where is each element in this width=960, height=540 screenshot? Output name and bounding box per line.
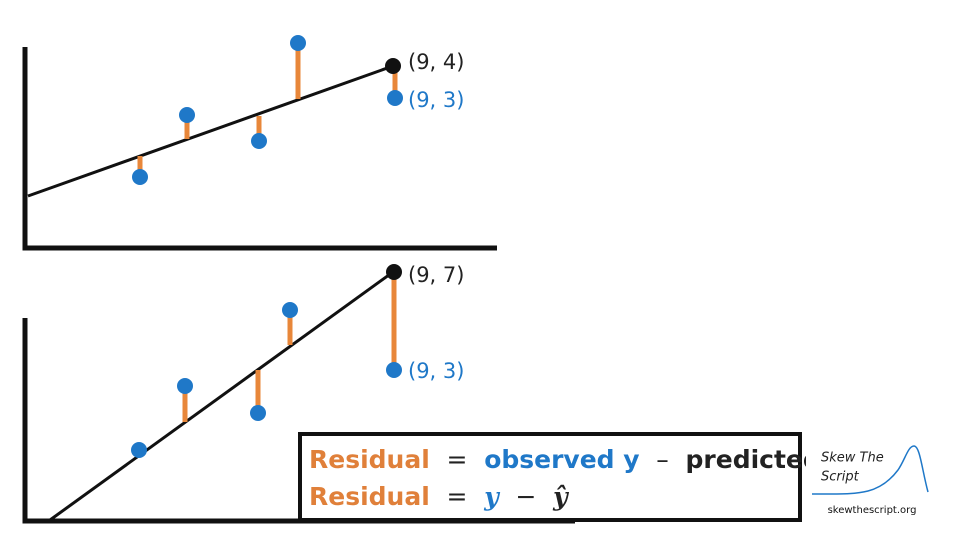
predicted-point [386,264,402,280]
point [250,405,266,421]
equals: = [447,445,468,474]
logo-text: Script [821,470,860,485]
predicted: ŷ [552,482,569,511]
predicted-point [385,58,401,74]
observed: observed y [484,445,639,474]
predicted-label: (9, 7) [408,263,464,287]
point [132,169,148,185]
regression-line [49,270,394,522]
term: Residual [309,445,430,474]
top-plot: (9, 4) (9, 3) [22,35,497,251]
formula-line: Residual = observed y – predicted y [309,445,846,474]
logo-box [806,434,954,520]
logo-url: skewthescript.org [828,505,917,516]
point [179,107,195,123]
point [131,442,147,458]
observed-label: (9, 3) [408,88,464,112]
logo-text: Skew The [821,451,884,466]
formula-line: Residual = y − ŷ [309,482,569,512]
predicted-label: (9, 4) [408,50,464,74]
regression-line [27,64,394,198]
minus: − [515,482,536,511]
point [386,362,402,378]
axes [22,47,497,251]
term: Residual [309,482,430,511]
formula-box [298,432,802,522]
point [387,90,403,106]
minus: – [656,445,669,474]
logo-curve [812,445,929,495]
observed-label: (9, 3) [408,359,464,383]
point [251,133,267,149]
point [177,378,193,394]
point [290,35,306,51]
point [282,302,298,318]
logo: Skew The Script skewthescript.org [806,434,954,520]
observed: y [483,482,500,511]
equals: = [447,482,468,511]
